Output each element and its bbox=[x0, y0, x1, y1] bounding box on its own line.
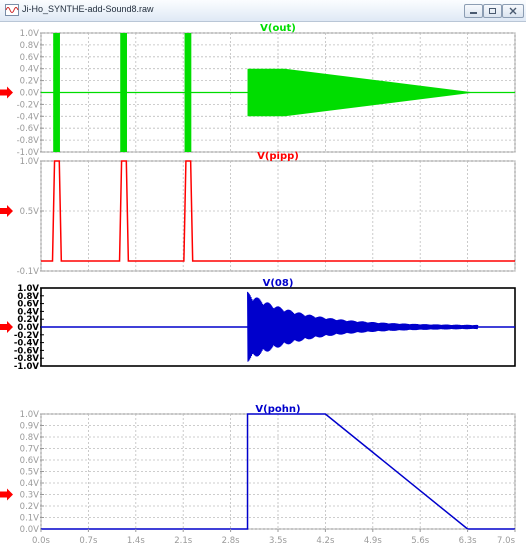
plot-area: 1.0V 0.8V 0.6V 0.4V 0.2V 0.0V -0.2V -0.4V -0.6V -… bbox=[0, 21, 526, 551]
y-tick-label: 0.4V bbox=[17, 307, 39, 317]
y-tick-label: -1.0V bbox=[17, 148, 40, 158]
y-tick-label: 0.8V bbox=[20, 41, 40, 51]
marker-arrow bbox=[0, 205, 13, 217]
y-tick-label: -0.8V bbox=[17, 136, 40, 146]
panel-title: V(08) bbox=[263, 278, 294, 289]
y-tick-label: 0.5V bbox=[20, 468, 40, 478]
y-tick-label: 0.5V bbox=[20, 207, 40, 217]
y-tick-label: 1.0V bbox=[17, 284, 39, 294]
y-tick-label: 0.8V bbox=[20, 433, 40, 443]
x-tick-label: 2.8s bbox=[222, 536, 241, 546]
marker-arrow bbox=[0, 488, 13, 501]
close-icon[interactable] bbox=[502, 4, 524, 18]
window-titlebar: Ji-Ho_SYNTHE-add-Sound8.raw bbox=[0, 0, 526, 22]
x-tick-label: 7.0s bbox=[497, 536, 516, 546]
y-tick-label: 0.1V bbox=[20, 514, 40, 524]
x-tick-label: 2.1s bbox=[174, 536, 193, 546]
y-tick-label: 1.0V bbox=[20, 29, 40, 39]
y-tick-label: 0.0V bbox=[17, 323, 39, 333]
minimize-icon[interactable] bbox=[464, 4, 483, 18]
y-tick-label: 1.0V bbox=[20, 410, 40, 420]
series-line bbox=[41, 413, 515, 530]
panel-1: 1.0V 0.8V 0.6V 0.4V 0.2V 0.0V-0.2V -0.4V -0.6V -… bbox=[0, 23, 516, 158]
y-tick-label: 0.6V bbox=[20, 53, 40, 63]
y-tick-label: 0.6V bbox=[17, 300, 39, 310]
y-tick-label: -0.2V bbox=[14, 331, 40, 341]
waveform-plots: 1.0V0.8V0.6V0.4V0.2V0.0V-0.2V-0.4V-0.6V-… bbox=[0, 23, 516, 546]
x-tick-label: 5.6s bbox=[411, 536, 430, 546]
panel-2: 1.0V 0.5V -0.1V V(pipp) bbox=[0, 151, 516, 277]
panel-4: 1.0V 0.9V0.8V 0.7V0.6V 0.5V0.4V 0.3V0.2V 0.1V… bbox=[0, 404, 516, 535]
x-tick-label: 1.4s bbox=[127, 536, 146, 546]
y-tick-label: 0.4V bbox=[20, 479, 40, 489]
y-tick-label: 0.0V bbox=[20, 525, 40, 535]
marker-arrow bbox=[0, 86, 13, 99]
restore-icon[interactable] bbox=[483, 4, 502, 18]
series-line bbox=[247, 291, 479, 362]
y-tick-label: 0.8V bbox=[17, 292, 39, 302]
y-tick-label: 0.2V bbox=[20, 77, 40, 87]
y-tick-label: 0.2V bbox=[17, 315, 39, 325]
panel-title: V(out) bbox=[260, 23, 296, 34]
y-tick-label: 0.3V bbox=[20, 491, 40, 501]
window-title: Ji-Ho_SYNTHE-add-Sound8.raw bbox=[22, 4, 154, 14]
x-tick-label: 4.9s bbox=[364, 536, 383, 546]
x-tick-label: 0.0s bbox=[32, 536, 51, 546]
y-tick-label: -0.4V bbox=[17, 112, 40, 122]
y-tick-label: -0.6V bbox=[17, 124, 40, 134]
y-tick-label: 1.0V bbox=[20, 157, 40, 167]
y-tick-label: -0.4V bbox=[14, 339, 40, 349]
y-tick-label: -0.2V bbox=[17, 100, 40, 110]
x-tick-label: 4.2s bbox=[316, 536, 335, 546]
y-tick-label: 0.2V bbox=[20, 502, 40, 512]
burst-mark bbox=[184, 33, 192, 152]
panel-title: V(pohn) bbox=[255, 404, 300, 415]
tone-envelope bbox=[247, 68, 475, 117]
burst-mark bbox=[53, 33, 60, 152]
x-tick-label: 3.5s bbox=[269, 536, 288, 546]
marker-arrow bbox=[0, 321, 13, 333]
x-tick-label: 6.3s bbox=[459, 536, 478, 546]
y-tick-label: -1.0V bbox=[14, 362, 40, 372]
y-tick-label: -0.6V bbox=[14, 346, 40, 356]
y-tick-label: 0.7V bbox=[20, 445, 40, 455]
burst-mark bbox=[120, 33, 127, 152]
waveform-icon bbox=[5, 4, 19, 16]
y-tick-label: 0.9V bbox=[20, 422, 40, 432]
y-tick-label: 0.0V bbox=[20, 89, 40, 99]
panel-3: 1.0V0.8V0.6V0.4V0.2V0.0V-0.2V-0.4V-0.6V-… bbox=[0, 278, 516, 372]
panel-title: V(pipp) bbox=[257, 151, 299, 162]
x-tick-label: 0.7s bbox=[79, 536, 98, 546]
y-tick-label: 0.6V bbox=[20, 456, 40, 466]
y-tick-label: -0.8V bbox=[14, 354, 40, 364]
y-tick-label: -0.1V bbox=[17, 267, 40, 277]
y-tick-label: 0.4V bbox=[20, 65, 40, 75]
series-line bbox=[41, 160, 515, 262]
